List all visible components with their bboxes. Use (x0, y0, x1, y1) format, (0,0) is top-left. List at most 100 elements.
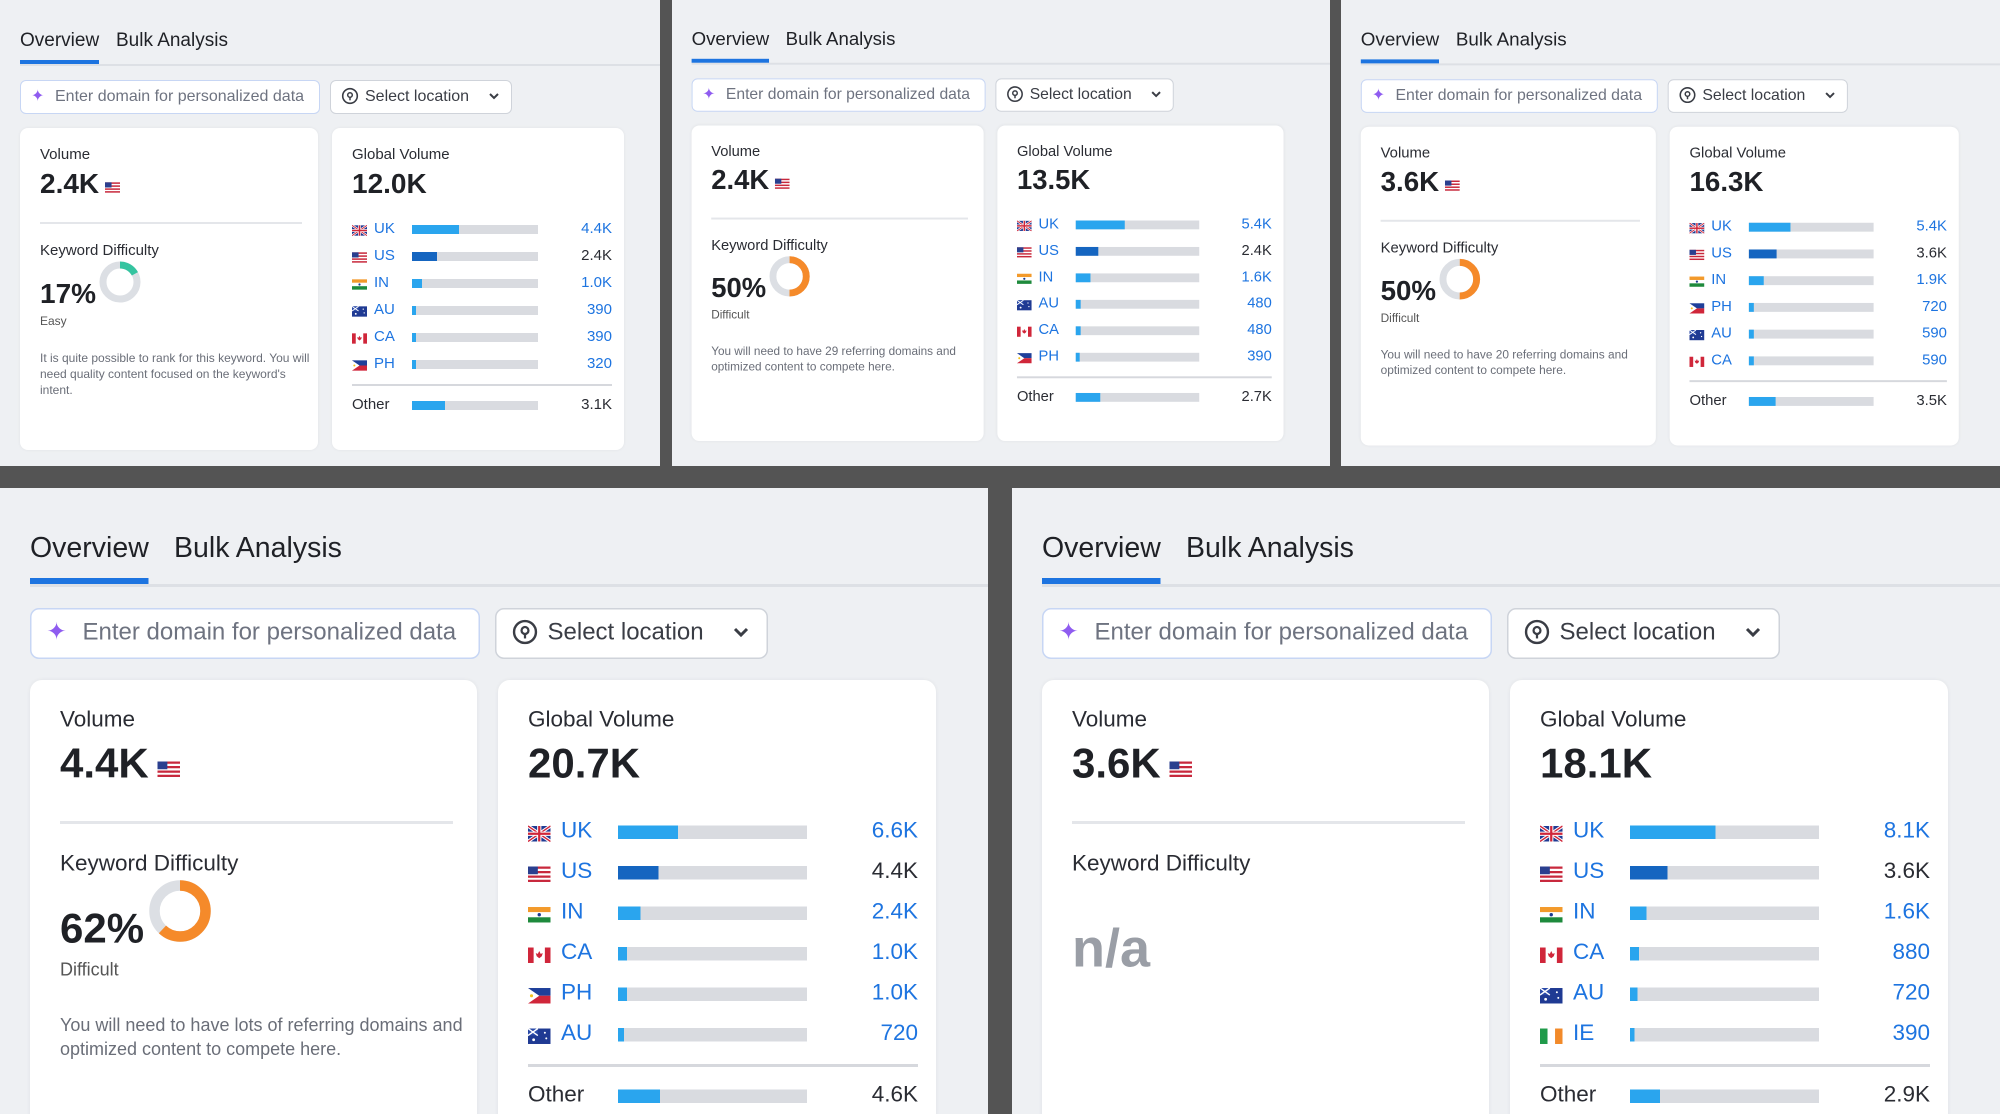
country-volume[interactable]: 320 (586, 355, 612, 372)
country-row-ca[interactable]: CA 590 (1689, 351, 1947, 369)
country-volume[interactable]: 1.0K (581, 274, 612, 291)
country-volume[interactable]: 3.6K (1916, 244, 1947, 262)
tab-bulk-analysis[interactable]: Bulk Analysis (1455, 29, 1567, 51)
country-volume[interactable]: 590 (1922, 351, 1947, 369)
country-code[interactable]: AU (561, 1020, 593, 1047)
country-volume[interactable]: 2.4K (871, 899, 918, 925)
select-location-button[interactable]: Select location (495, 608, 768, 659)
country-row-uk[interactable]: UK 4.4K (351, 220, 612, 238)
country-code[interactable]: US (1711, 244, 1732, 262)
country-code[interactable]: CA (374, 328, 395, 345)
tab-bulk-analysis[interactable]: Bulk Analysis (1186, 533, 1354, 565)
country-volume[interactable]: 1.6K (1883, 899, 1930, 925)
country-code[interactable]: AU (374, 301, 395, 318)
country-volume[interactable]: 8.1K (1883, 818, 1930, 844)
country-volume[interactable]: 5.4K (1241, 215, 1272, 233)
country-volume[interactable]: 480 (1247, 294, 1272, 312)
country-volume[interactable]: 2.4K (1241, 242, 1272, 259)
country-code[interactable]: PH (1038, 347, 1059, 365)
tab-overview[interactable]: Overview (1360, 30, 1440, 64)
country-code[interactable]: IE (1573, 1020, 1595, 1047)
country-row-ca[interactable]: CA 1.0K (528, 940, 918, 967)
country-volume[interactable]: 1.0K (871, 980, 918, 1006)
country-row-us[interactable]: US 4.4K (528, 859, 918, 886)
country-volume[interactable]: 720 (1892, 980, 1930, 1006)
country-volume[interactable]: 4.4K (581, 220, 612, 237)
country-code[interactable]: UK (1711, 217, 1732, 235)
tab-bulk-analysis[interactable]: Bulk Analysis (785, 29, 896, 50)
tab-overview[interactable]: Overview (30, 533, 149, 584)
country-volume[interactable]: 1.9K (1916, 271, 1947, 289)
country-row-us[interactable]: US 3.6K (1689, 244, 1947, 263)
country-row-ie[interactable]: IE 390 (1540, 1021, 1930, 1048)
country-row-in[interactable]: IN 1.6K (1540, 899, 1930, 926)
tab-bulk-analysis[interactable]: Bulk Analysis (174, 533, 342, 565)
tab-bulk-analysis[interactable]: Bulk Analysis (116, 30, 228, 51)
country-code[interactable]: IN (1038, 268, 1054, 286)
domain-input[interactable] (1393, 83, 1651, 109)
select-location-button[interactable]: Select location (1507, 608, 1780, 659)
country-row-au[interactable]: AU 720 (527, 1020, 918, 1048)
tab-overview[interactable]: Overview (20, 30, 100, 64)
country-volume[interactable]: 3.6K (1883, 858, 1930, 885)
country-row-ca[interactable]: CA 880 (1540, 940, 1930, 967)
country-code[interactable]: US (1038, 242, 1059, 259)
country-row-ph[interactable]: PH 320 (352, 355, 612, 373)
country-code[interactable]: UK (1038, 215, 1059, 233)
country-code[interactable]: UK (1573, 818, 1605, 844)
country-row-au[interactable]: AU 720 (1539, 980, 1930, 1007)
country-code[interactable]: CA (1573, 939, 1605, 966)
country-volume[interactable]: 1.0K (871, 939, 918, 966)
country-code[interactable]: AU (1711, 324, 1732, 342)
domain-input[interactable] (723, 82, 979, 108)
country-code[interactable]: IN (1711, 271, 1727, 289)
country-volume[interactable]: 5.4K (1916, 217, 1947, 235)
country-code[interactable]: AU (1038, 294, 1059, 312)
country-row-uk[interactable]: UK 5.4K (1688, 217, 1947, 236)
country-volume[interactable]: 390 (586, 328, 612, 345)
country-row-us[interactable]: US 2.4K (1016, 242, 1272, 260)
country-row-in[interactable]: IN 2.4K (528, 899, 918, 926)
country-code[interactable]: CA (1038, 321, 1059, 339)
country-code[interactable]: IN (561, 899, 584, 925)
country-code[interactable]: US (374, 247, 395, 264)
tab-overview[interactable]: Overview (1042, 533, 1161, 584)
country-row-uk[interactable]: UK 8.1K (1539, 818, 1930, 845)
country-volume[interactable]: 390 (1247, 347, 1272, 365)
country-row-ca[interactable]: CA 480 (1016, 321, 1272, 339)
country-volume[interactable]: 4.4K (871, 858, 918, 885)
select-location-button[interactable]: Select location (995, 78, 1174, 112)
country-row-ph[interactable]: PH 1.0K (528, 980, 918, 1007)
country-row-au[interactable]: AU 480 (1016, 294, 1272, 313)
country-code[interactable]: PH (374, 355, 395, 372)
country-volume[interactable]: 480 (1247, 321, 1272, 339)
country-row-in[interactable]: IN 1.9K (1689, 271, 1947, 289)
select-location-button[interactable]: Select location (1667, 79, 1848, 113)
select-location-button[interactable]: Select location (330, 80, 512, 114)
country-row-uk[interactable]: UK 6.6K (527, 818, 918, 845)
country-volume[interactable]: 1.6K (1241, 268, 1272, 286)
country-code[interactable]: CA (1711, 351, 1732, 369)
country-volume[interactable]: 880 (1892, 939, 1930, 966)
country-row-ca[interactable]: CA 390 (352, 328, 612, 346)
country-code[interactable]: UK (374, 220, 395, 237)
country-volume[interactable]: 720 (880, 1020, 918, 1047)
country-row-us[interactable]: US 2.4K (352, 247, 612, 265)
country-row-uk[interactable]: UK 5.4K (1016, 215, 1272, 234)
country-volume[interactable]: 2.4K (581, 247, 612, 264)
country-volume[interactable]: 590 (1922, 324, 1947, 342)
country-row-ph[interactable]: PH 390 (1016, 347, 1272, 366)
country-row-in[interactable]: IN 1.6K (1016, 268, 1272, 287)
country-code[interactable]: PH (1711, 297, 1732, 315)
country-volume[interactable]: 390 (1892, 1020, 1930, 1047)
tab-overview[interactable]: Overview (691, 29, 770, 63)
country-volume[interactable]: 390 (586, 301, 612, 318)
country-row-au[interactable]: AU 390 (351, 301, 612, 319)
domain-input[interactable] (79, 614, 470, 653)
domain-input[interactable] (1091, 614, 1482, 653)
domain-input[interactable] (53, 84, 313, 110)
country-row-au[interactable]: AU 590 (1689, 324, 1947, 343)
country-volume[interactable]: 720 (1922, 297, 1947, 315)
country-code[interactable]: PH (561, 980, 593, 1006)
country-code[interactable]: AU (1573, 980, 1605, 1006)
